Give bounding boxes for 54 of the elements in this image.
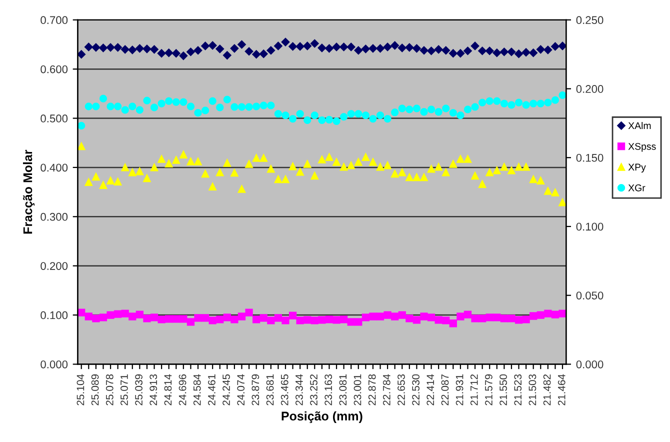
legend-label: XAlm [628, 122, 651, 130]
x-tick-label: 22.530 [412, 374, 420, 406]
x-tick-label: 23.081 [339, 374, 347, 406]
y2-tick-label: 0.150 [576, 154, 604, 162]
x-tick-label: 24.814 [164, 374, 172, 406]
x-tick-label: 23.001 [354, 374, 362, 406]
x-tick-label: 22.087 [441, 374, 449, 406]
x-tick-label: 25.104 [76, 374, 84, 406]
legend-label: XGr [628, 184, 646, 192]
y-axis-title: Fracção Molar [22, 150, 35, 234]
x-tick-label: 24.461 [208, 374, 216, 406]
x-tick-label: 22.878 [368, 374, 376, 406]
y-tick-label: 0.000 [40, 360, 68, 368]
x-tick-label: 25.089 [91, 374, 99, 406]
y2-tick-label: 0.000 [576, 360, 604, 368]
legend-label: XSpss [628, 142, 656, 152]
x-tick-label: 25.071 [120, 374, 128, 406]
x-tick-label: 22.653 [398, 374, 405, 406]
y-tick-label: 0.700 [40, 16, 68, 24]
x-tick-label: 22.414 [426, 374, 434, 406]
y-tick-label: 0.200 [40, 262, 68, 270]
x-tick-label: 24.913 [150, 374, 158, 406]
x-tick-label: 21.482 [543, 374, 551, 406]
y2-tick-label: 0.200 [576, 85, 604, 93]
y-tick-label: 0.100 [40, 311, 68, 320]
x-tick-label: 23.879 [252, 374, 260, 406]
x-tick-label: 25.078 [106, 374, 114, 406]
x-tick-label: 21.503 [528, 374, 536, 406]
x-tick-label: 23.465 [280, 374, 288, 406]
x-tick-label: 21.579 [485, 374, 492, 406]
x-tick-label: 23.344 [295, 374, 303, 406]
x-tick-label: 24.696 [178, 374, 186, 406]
y-tick-label: 0.600 [40, 65, 68, 74]
y2-tick-label: 0.250 [576, 16, 604, 24]
x-tick-label: 21.464 [558, 374, 566, 406]
x-tick-label: 21.931 [456, 374, 464, 406]
legend-label: XPy [628, 164, 646, 173]
x-tick-label: 22.784 [382, 374, 390, 406]
x-tick-label: 24.074 [237, 374, 245, 406]
x-tick-label: 23.163 [324, 374, 332, 406]
x-tick-label: 21.550 [500, 374, 507, 406]
y-tick-label: 0.400 [40, 164, 68, 172]
x-tick-label: 25.039 [135, 374, 142, 406]
x-tick-label: 23.252 [310, 374, 318, 406]
x-tick-label: 21.523 [514, 374, 522, 406]
y2-tick-label: 0.050 [576, 292, 604, 300]
x-tick-label: 21.712 [470, 374, 478, 406]
y-tick-label: 0.500 [40, 114, 68, 122]
x-tick-label: 24.584 [193, 374, 201, 406]
x-tick-label: 23.681 [266, 374, 274, 406]
y2-tick-label: 0.100 [576, 222, 604, 231]
y-tick-label: 0.300 [40, 212, 68, 221]
x-tick-label: 24.245 [222, 374, 230, 406]
x-axis-title: Posição (mm) [282, 411, 362, 423]
